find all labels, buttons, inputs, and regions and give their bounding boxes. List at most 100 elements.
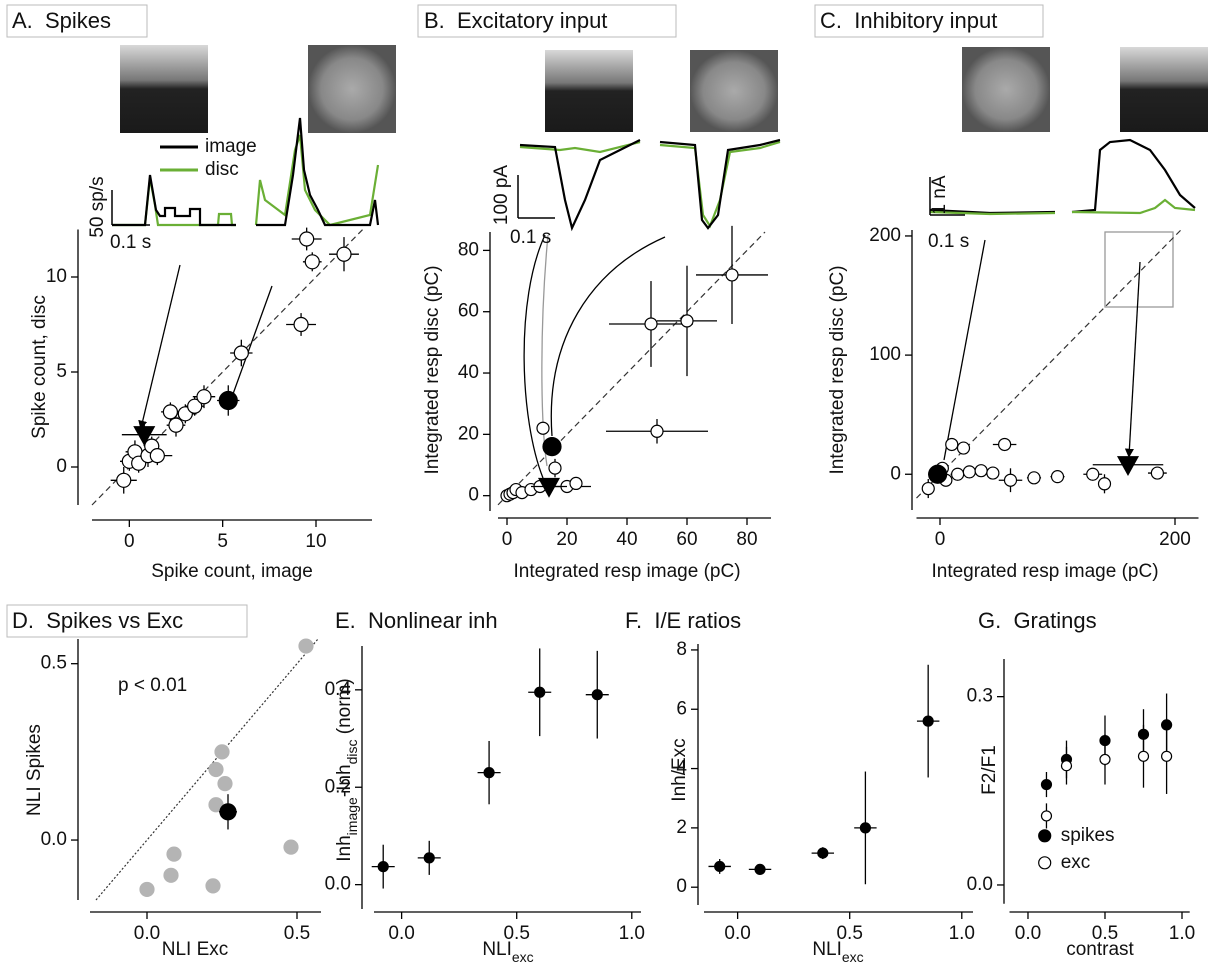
axis-label: contrast bbox=[1066, 939, 1134, 960]
scale-label: 0.1 s bbox=[510, 227, 551, 248]
y-tick-label: 10 bbox=[46, 266, 67, 287]
axis-label: Inhimage-Inhdisc (norm) bbox=[334, 678, 360, 861]
title-box bbox=[6, 4, 148, 38]
trace bbox=[1071, 138, 1196, 214]
point bbox=[205, 878, 221, 894]
title-box bbox=[417, 4, 677, 38]
trace bbox=[256, 117, 380, 227]
y-tick-label: 0 bbox=[890, 463, 901, 484]
trace bbox=[112, 174, 236, 227]
point bbox=[536, 421, 550, 435]
point bbox=[537, 477, 561, 498]
y-tick-label: 0.0 bbox=[41, 829, 67, 850]
point bbox=[163, 867, 179, 883]
x-tick-label: 200 bbox=[1159, 529, 1191, 550]
point bbox=[591, 689, 603, 701]
stimulus-images bbox=[120, 45, 1208, 133]
point bbox=[336, 246, 352, 262]
point bbox=[714, 860, 726, 873]
y-tick-label: 0.2 bbox=[325, 776, 351, 797]
axis-label: Integrated resp disc (pC) bbox=[827, 265, 848, 474]
point bbox=[219, 803, 237, 821]
scale-label: 50 sp/s bbox=[87, 176, 108, 237]
x-tick-label: 1.0 bbox=[619, 923, 645, 944]
legend-marker bbox=[1038, 856, 1052, 870]
point bbox=[166, 846, 182, 862]
axis-label: F2/F1 bbox=[979, 745, 1000, 795]
panel-title: C. Inhibitory input bbox=[820, 8, 997, 33]
x-tick-label: 0 bbox=[502, 529, 513, 550]
trace bbox=[519, 140, 641, 154]
annotation: p < 0.01 bbox=[118, 675, 187, 696]
trace bbox=[254, 134, 380, 227]
point bbox=[1027, 471, 1041, 485]
point bbox=[986, 466, 1000, 480]
legend-label: disc bbox=[205, 159, 239, 180]
y-tick-label: 8 bbox=[676, 639, 687, 660]
axis-label: Inh/Exc bbox=[669, 738, 690, 801]
point bbox=[149, 448, 165, 464]
point bbox=[956, 441, 971, 455]
label-part: -Inh bbox=[334, 764, 355, 797]
point bbox=[1137, 750, 1150, 762]
point bbox=[951, 467, 965, 481]
point bbox=[293, 316, 309, 333]
point bbox=[187, 398, 203, 414]
title-box bbox=[814, 4, 1044, 38]
point bbox=[1050, 470, 1065, 484]
point bbox=[928, 464, 948, 484]
x-tick-label: 20 bbox=[556, 529, 577, 550]
point bbox=[1150, 466, 1164, 480]
trace bbox=[929, 210, 1056, 216]
trace bbox=[659, 140, 781, 229]
point bbox=[534, 686, 546, 698]
point bbox=[680, 314, 694, 328]
scale-label: 0.1 s bbox=[928, 231, 969, 252]
y-tick-label: 0.4 bbox=[325, 679, 352, 700]
axis-label: Integrated resp image (pC) bbox=[931, 561, 1158, 582]
panel-title: B. Excitatory input bbox=[424, 8, 607, 33]
scale-label: 1 nA bbox=[929, 175, 950, 214]
x-tick-label: 0.0 bbox=[134, 923, 160, 944]
point bbox=[548, 461, 562, 475]
x-tick-label: 1.0 bbox=[1169, 923, 1195, 944]
point bbox=[218, 390, 238, 411]
point bbox=[859, 822, 872, 834]
y-tick-label: 0 bbox=[56, 456, 67, 477]
point bbox=[998, 437, 1012, 452]
y-tick-label: 0.3 bbox=[967, 686, 993, 707]
point bbox=[304, 254, 320, 270]
point bbox=[1040, 810, 1053, 822]
axis-label: NLIexc bbox=[812, 939, 863, 965]
y-tick-label: 0.5 bbox=[41, 653, 67, 674]
point bbox=[962, 465, 976, 479]
point bbox=[569, 476, 583, 491]
trace bbox=[659, 138, 781, 230]
label-part: NLI bbox=[482, 939, 512, 960]
point bbox=[725, 268, 739, 282]
label-part: disc bbox=[344, 740, 360, 765]
unity-line bbox=[95, 638, 319, 901]
point bbox=[483, 767, 495, 779]
point bbox=[377, 861, 389, 873]
point bbox=[283, 839, 299, 855]
point bbox=[644, 317, 658, 331]
y-tick-label: 2 bbox=[676, 817, 687, 838]
y-tick-label: 0 bbox=[468, 485, 479, 506]
point bbox=[817, 847, 829, 859]
point bbox=[214, 744, 230, 760]
x-tick-label: 1.0 bbox=[949, 923, 975, 944]
point bbox=[208, 761, 224, 778]
point bbox=[298, 638, 314, 654]
unity-line bbox=[497, 231, 766, 506]
panel-title: E. Nonlinear inh bbox=[335, 608, 498, 633]
axis-label: Spike count, disc bbox=[29, 295, 50, 439]
panel-title: F. I/E ratios bbox=[625, 608, 741, 633]
trace bbox=[519, 139, 641, 232]
point bbox=[139, 881, 155, 898]
panel-title: D. Spikes vs Exc bbox=[12, 608, 183, 633]
y-tick-label: 5 bbox=[56, 361, 67, 382]
point bbox=[162, 404, 178, 420]
point bbox=[133, 426, 156, 446]
